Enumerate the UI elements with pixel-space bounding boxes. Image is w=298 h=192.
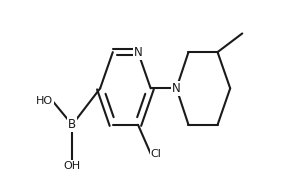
Text: N: N (172, 82, 181, 95)
Text: Cl: Cl (151, 149, 162, 159)
Text: B: B (68, 118, 76, 131)
Text: N: N (134, 46, 142, 59)
Text: HO: HO (36, 97, 53, 107)
Text: OH: OH (64, 161, 81, 171)
